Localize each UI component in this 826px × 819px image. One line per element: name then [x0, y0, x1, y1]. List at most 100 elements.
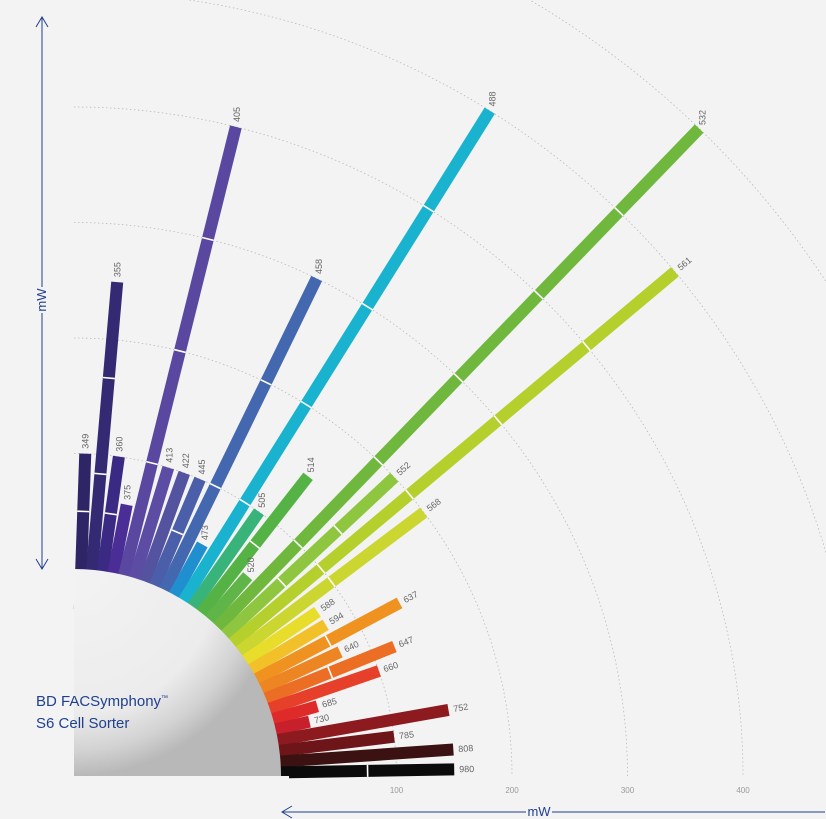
- segment-divider: [173, 348, 186, 354]
- segment-divider: [171, 529, 184, 536]
- wavelength-label-405: 405: [232, 107, 242, 122]
- laser-bar-fill-808: [240, 743, 454, 771]
- wavelength-label-360: 360: [115, 437, 125, 452]
- laser-bar-488: [157, 107, 495, 638]
- segment-divider: [300, 400, 312, 409]
- segment-divider: [361, 302, 373, 311]
- segment-divider: [146, 460, 159, 466]
- segment-divider: [260, 378, 272, 386]
- wavelength-label-561: 561: [676, 255, 694, 272]
- laser-bar-fill-458: [141, 275, 323, 629]
- segment-divider: [239, 498, 251, 507]
- laser-bar-fill-647: [226, 640, 397, 720]
- y-axis-label: mW: [34, 288, 49, 312]
- segment-divider: [324, 635, 332, 647]
- wavelength-label-355: 355: [113, 262, 123, 277]
- laser-bar-fill-980: [240, 763, 455, 780]
- segment-divider: [327, 576, 336, 588]
- laser-bar-514: [172, 472, 313, 649]
- wavelength-label-422: 422: [181, 453, 191, 468]
- laser-bar-fill-568: [203, 507, 428, 681]
- segment-divider: [94, 472, 107, 476]
- laser-bar-637: [218, 597, 403, 703]
- wavelength-label-808: 808: [458, 743, 474, 754]
- segment-divider: [293, 539, 303, 549]
- laser-bar-532: [185, 124, 704, 661]
- wavelength-label-458: 458: [314, 259, 324, 274]
- laser-bar-fill-561: [198, 267, 679, 674]
- wavelength-label-375: 375: [123, 485, 133, 500]
- wavelength-label-637: 637: [402, 589, 420, 605]
- laser-bar-647: [226, 640, 397, 720]
- laser-bar-fill-405: [108, 125, 242, 616]
- wavelength-label-640: 640: [343, 639, 361, 654]
- hub-quarter-disc: [74, 569, 281, 776]
- wavelength-label-685: 685: [321, 696, 338, 710]
- segment-divider: [582, 340, 591, 352]
- trademark-symbol: ™: [161, 695, 169, 702]
- segment-divider: [209, 482, 222, 490]
- x-tick-label-100: 100: [390, 786, 404, 795]
- laser-bar-808: [240, 743, 454, 771]
- segment-divider: [277, 577, 287, 588]
- laser-bar-980: [240, 763, 455, 780]
- segment-divider: [333, 524, 343, 535]
- x-tick-label-200: 200: [505, 786, 519, 795]
- segment-divider: [453, 373, 464, 383]
- x-tick-label-300: 300: [621, 786, 635, 795]
- wavelength-labels: 349 355 360 375 405 413 422 445 458 473 488 505 514 5…: [80, 91, 707, 774]
- segment-divider: [373, 456, 384, 466]
- wavelength-label-588: 588: [319, 596, 337, 613]
- wavelength-label-520: 520: [246, 557, 256, 572]
- wavelength-label-473: 473: [200, 525, 210, 540]
- x-tick-label-400: 400: [736, 786, 750, 795]
- segment-divider: [102, 376, 115, 380]
- wavelength-label-785: 785: [398, 729, 414, 741]
- laser-bar-fill-752: [237, 704, 450, 753]
- gridline-500: [186, 0, 826, 555]
- segment-divider: [104, 512, 117, 516]
- y-axis-arrowhead-top: [35, 16, 49, 28]
- wavelength-label-730: 730: [313, 712, 330, 725]
- laser-bar-fill-355: [82, 281, 124, 611]
- wavelength-label-552: 552: [395, 460, 413, 478]
- gridline-200: [73, 337, 513, 777]
- wavelength-label-660: 660: [382, 660, 399, 674]
- y-axis-arrowhead-bottom: [35, 558, 49, 570]
- segment-divider: [327, 666, 334, 679]
- laser-bar-fill-488: [157, 107, 495, 638]
- wavelength-label-413: 413: [165, 448, 175, 463]
- hub-base: [74, 776, 289, 796]
- segment-divider: [249, 540, 260, 549]
- laser-bar-568: [203, 507, 428, 681]
- wavelength-label-532: 532: [698, 110, 708, 125]
- hub: [74, 569, 289, 796]
- wavelength-label-568: 568: [425, 496, 443, 513]
- segment-divider: [493, 415, 503, 426]
- product-title-line1: BD FACSymphony™: [36, 693, 169, 710]
- wavelength-label-647: 647: [397, 634, 415, 649]
- segment-divider: [614, 206, 624, 217]
- x-axis-arrowhead: [281, 805, 293, 819]
- segment-divider: [316, 563, 326, 574]
- laser-bar-fill-532: [185, 124, 704, 661]
- segment-divider: [423, 204, 435, 213]
- product-title-line2: S6 Cell Sorter: [36, 715, 130, 732]
- x-tick-labels: 100 200 300 400: [390, 786, 750, 795]
- wavelength-label-445: 445: [197, 460, 207, 475]
- laser-bar-752: [237, 704, 450, 753]
- segment-divider: [533, 290, 544, 300]
- laser-bar-355: [82, 281, 124, 611]
- wavelength-label-505: 505: [257, 493, 267, 508]
- product-title: BD FACSymphony™ S6 Cell Sorter: [36, 688, 168, 735]
- wavelength-label-488: 488: [487, 91, 497, 106]
- wavelength-label-594: 594: [327, 610, 345, 626]
- laser-bar-fill-514: [172, 472, 313, 649]
- wavelength-label-980: 980: [459, 764, 474, 774]
- axes: mW mW: [34, 16, 825, 819]
- wavelength-label-514: 514: [306, 457, 316, 472]
- x-axis-label: mW: [527, 804, 551, 819]
- wavelength-label-752: 752: [453, 702, 470, 714]
